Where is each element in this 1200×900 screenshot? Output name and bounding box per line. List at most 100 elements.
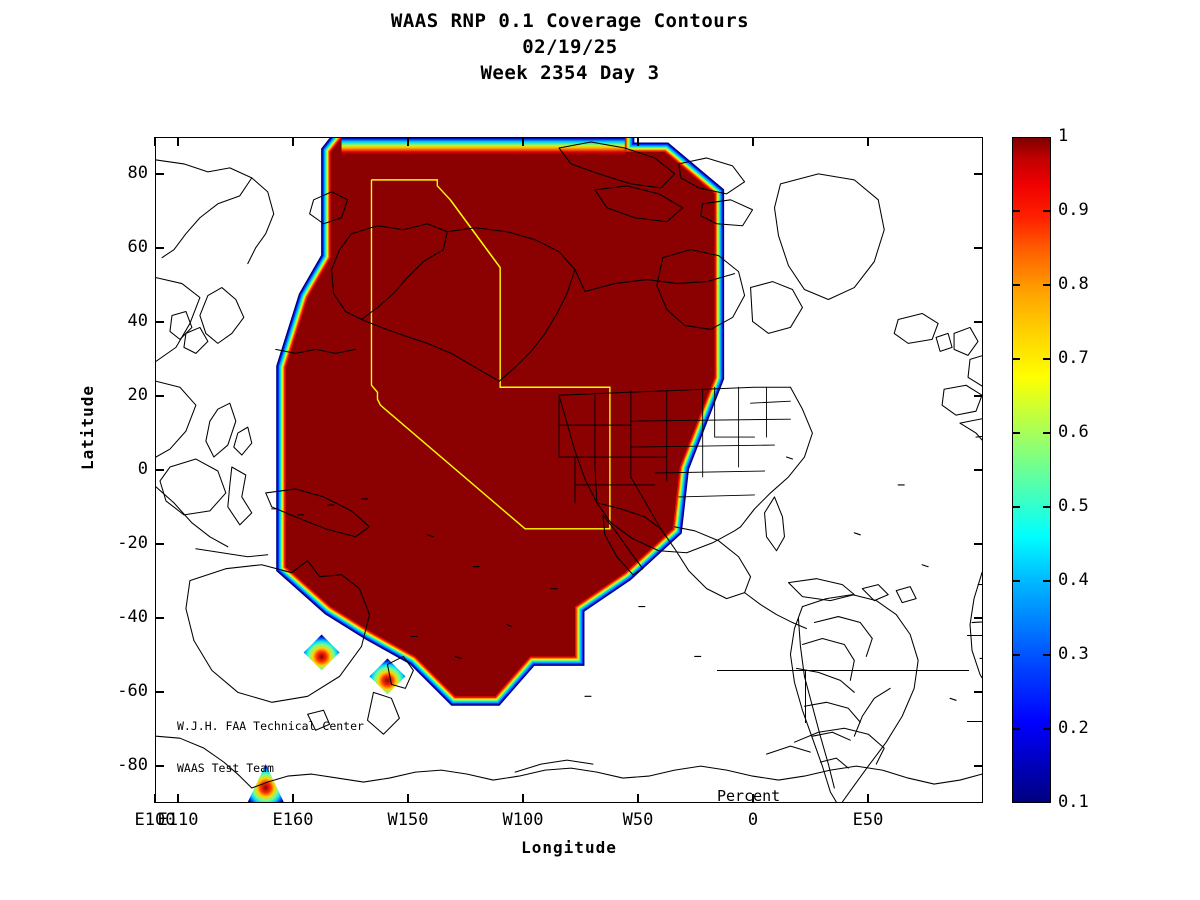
- colorbar-gradient: [1013, 138, 1050, 802]
- x-tick-label: E100: [134, 810, 176, 830]
- border-sa-4: [803, 701, 861, 723]
- coastline-sa-west: [789, 606, 837, 802]
- coastline-sumatra: [156, 486, 229, 548]
- border-sa-1: [813, 616, 873, 657]
- credit-annotation: W.J.H. FAA Technical Center WAAS Test Te…: [177, 691, 364, 802]
- stats-table-vrule: [805, 671, 806, 723]
- coastline-philippines: [205, 402, 237, 458]
- colorbar-tick-label: 0.8: [1058, 274, 1089, 294]
- stats-header-left: Percent: [717, 787, 781, 803]
- colorbar-tick-mark-right: [1043, 432, 1051, 434]
- x-tick-label: 0: [747, 810, 759, 830]
- colorbar-tick-mark-right: [1043, 284, 1051, 286]
- x-tick-mark-top: [867, 137, 869, 146]
- coastline-hudson-bay: [656, 249, 746, 330]
- x-tick-label: E160: [272, 810, 314, 830]
- y-tick-label: 80: [127, 163, 148, 183]
- colorbar-tick-mark: [1012, 654, 1020, 656]
- coastline-south-america: [801, 594, 919, 802]
- colorbar-tick-label: 1: [1058, 126, 1069, 146]
- coastline-sa-andes: [797, 618, 835, 789]
- npa-service-area-outline-inner: [449, 199, 501, 269]
- colorbar: [1012, 137, 1051, 803]
- y-tick-mark-right: [974, 691, 983, 693]
- coastline-east-asia: [156, 159, 253, 259]
- x-tick-mark: [867, 794, 869, 803]
- usa-state-borders: [558, 386, 791, 530]
- border-africa-5: [977, 583, 982, 586]
- stats-table-bracket-bottom: [967, 721, 982, 722]
- x-tick-mark: [752, 794, 754, 803]
- coastline-africa-north: [959, 418, 982, 424]
- x-tick-mark-top: [752, 137, 754, 146]
- coastline-caribbean-2: [861, 584, 889, 602]
- coastline-alaska: [331, 223, 448, 320]
- x-tick-mark: [154, 794, 156, 803]
- coastline-uk: [953, 326, 979, 356]
- coastline-australia: [185, 560, 371, 703]
- coastline-antarctica-2: [514, 759, 594, 773]
- coastline-nz-south: [366, 691, 400, 735]
- y-axis-title: Latitude: [78, 384, 97, 470]
- x-tick-mark: [637, 794, 639, 803]
- npa-service-area-outline: [370, 179, 611, 530]
- coastline-europe-france: [967, 355, 982, 387]
- x-tick-mark-top: [407, 137, 409, 146]
- y-tick-label: -20: [117, 533, 148, 553]
- colorbar-tick-label: 0.7: [1058, 348, 1089, 368]
- x-tick-mark: [177, 794, 179, 803]
- x-tick-mark-top: [154, 137, 156, 146]
- colorbar-tick-mark: [1012, 580, 1020, 582]
- coastline-aleutians: [275, 348, 357, 354]
- coastline-antarctica-peninsula: [853, 687, 891, 737]
- x-tick-mark-top: [637, 137, 639, 146]
- coastline-usa-east: [740, 386, 813, 528]
- border-sa-5: [811, 731, 851, 741]
- colorbar-tick-mark-right: [1043, 654, 1051, 656]
- y-tick-mark: [155, 469, 164, 471]
- coastline-kamchatka: [247, 177, 275, 265]
- coastline-antarctica-3: [793, 727, 885, 765]
- colorbar-tick-mark-right: [1043, 728, 1051, 730]
- coastline-europe-iberia: [941, 384, 982, 416]
- coastline-japan: [199, 287, 245, 344]
- x-axis-title: Longitude: [521, 838, 617, 857]
- y-tick-mark: [155, 173, 164, 175]
- stats-table-bracket-top: [967, 635, 982, 636]
- colorbar-tick-label: 0.9: [1058, 200, 1089, 220]
- coverage-contour-layer: [247, 138, 725, 802]
- map-plot-area: W.J.H. FAA Technical Center WAAS Test Te…: [155, 137, 983, 803]
- credit-line-2: WAAS Test Team: [177, 761, 274, 775]
- colorbar-tick-label: 0.4: [1058, 570, 1089, 590]
- coastline-uk-ireland: [935, 332, 953, 352]
- coastline-arctic-islands-3: [678, 157, 746, 195]
- scattered-islands: [271, 456, 957, 701]
- border-usa-canada: [558, 386, 791, 396]
- colorbar-tick-mark-right: [1043, 358, 1051, 360]
- coastline-new-guinea: [265, 488, 371, 538]
- y-tick-mark: [155, 247, 164, 249]
- y-tick-label: 40: [127, 311, 148, 331]
- colorbar-tick-mark-right: [1043, 580, 1051, 582]
- y-tick-mark: [155, 395, 164, 397]
- x-tick-label: W100: [502, 810, 544, 830]
- y-tick-mark-right: [974, 247, 983, 249]
- stats-header-row: Percent | NPA Service Area: [717, 771, 780, 803]
- x-tick-mark-top: [292, 137, 294, 146]
- y-tick-label: -80: [117, 755, 148, 775]
- coastline-sulawesi: [227, 466, 253, 526]
- x-tick-mark: [407, 794, 409, 803]
- y-tick-mark-right: [974, 469, 983, 471]
- coastline-caribbean-1: [787, 578, 855, 602]
- title-line-1: WAAS RNP 0.1 Coverage Contours: [390, 10, 750, 32]
- coastline-antarctica-4: [765, 745, 811, 755]
- y-tick-label: 60: [127, 237, 148, 257]
- coastline-java: [195, 548, 269, 558]
- coastline-arctic-islands-4: [700, 199, 754, 227]
- world-coastline-layer: [156, 141, 982, 802]
- coastline-china: [156, 277, 201, 362]
- coastline-japan-2: [183, 326, 209, 354]
- stats-table-hrule: [717, 670, 969, 671]
- coastline-labrador: [750, 281, 803, 334]
- border-usa-mexico: [596, 502, 662, 530]
